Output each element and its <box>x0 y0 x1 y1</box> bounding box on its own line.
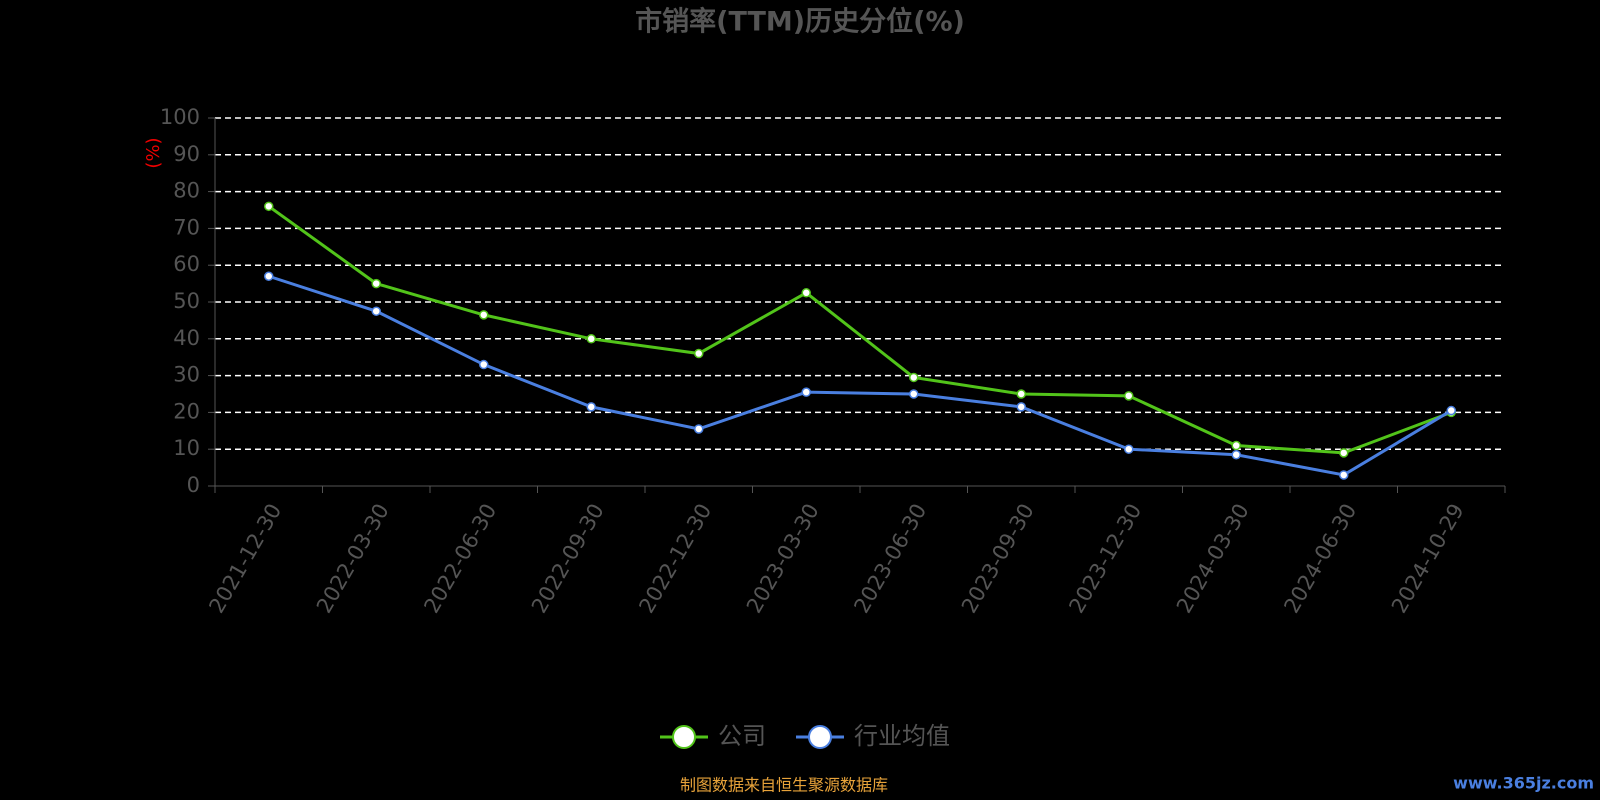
point <box>694 348 704 359</box>
series-line <box>267 205 1452 455</box>
y-tick-label: 100 <box>160 105 200 129</box>
y-tick-label: 20 <box>173 399 200 423</box>
point <box>479 359 489 370</box>
legend-marker <box>672 725 696 749</box>
point <box>1231 449 1241 460</box>
legend-marker <box>808 725 832 749</box>
point <box>479 310 489 320</box>
point <box>909 372 919 383</box>
point <box>1016 389 1026 399</box>
point <box>371 278 381 289</box>
point <box>264 201 274 212</box>
legend-label: 公司 <box>718 722 766 750</box>
y-axis-label: (%) <box>143 137 164 168</box>
point <box>586 334 596 344</box>
point <box>1446 405 1456 416</box>
y-tick-label: 70 <box>173 215 200 239</box>
y-tick-label: 40 <box>173 326 200 350</box>
point <box>1124 444 1134 454</box>
legend-label: 行业均值 <box>854 722 950 750</box>
point <box>1016 402 1026 412</box>
series-line <box>268 274 1453 477</box>
point <box>1124 391 1134 401</box>
point <box>1231 440 1241 451</box>
y-tick-label: 90 <box>173 142 200 166</box>
y-tick-label: 80 <box>173 179 200 203</box>
point <box>1339 448 1349 458</box>
y-tick-label: 10 <box>173 436 200 460</box>
point <box>1339 470 1349 480</box>
point <box>801 387 811 397</box>
y-tick-label: 0 <box>187 473 200 497</box>
point <box>264 271 274 281</box>
point <box>586 402 596 412</box>
point <box>694 424 704 434</box>
point <box>909 389 919 399</box>
chart-title: 市销率(TTM)历史分位(%) <box>635 6 965 38</box>
y-tick-label: 50 <box>173 289 200 313</box>
point <box>371 306 381 316</box>
y-tick-label: 60 <box>173 252 200 276</box>
watermark: www.365jz.com <box>1453 774 1594 793</box>
point <box>801 288 811 298</box>
y-tick-label: 30 <box>173 363 200 387</box>
source-note: 制图数据来自恒生聚源数据库 <box>680 776 888 795</box>
